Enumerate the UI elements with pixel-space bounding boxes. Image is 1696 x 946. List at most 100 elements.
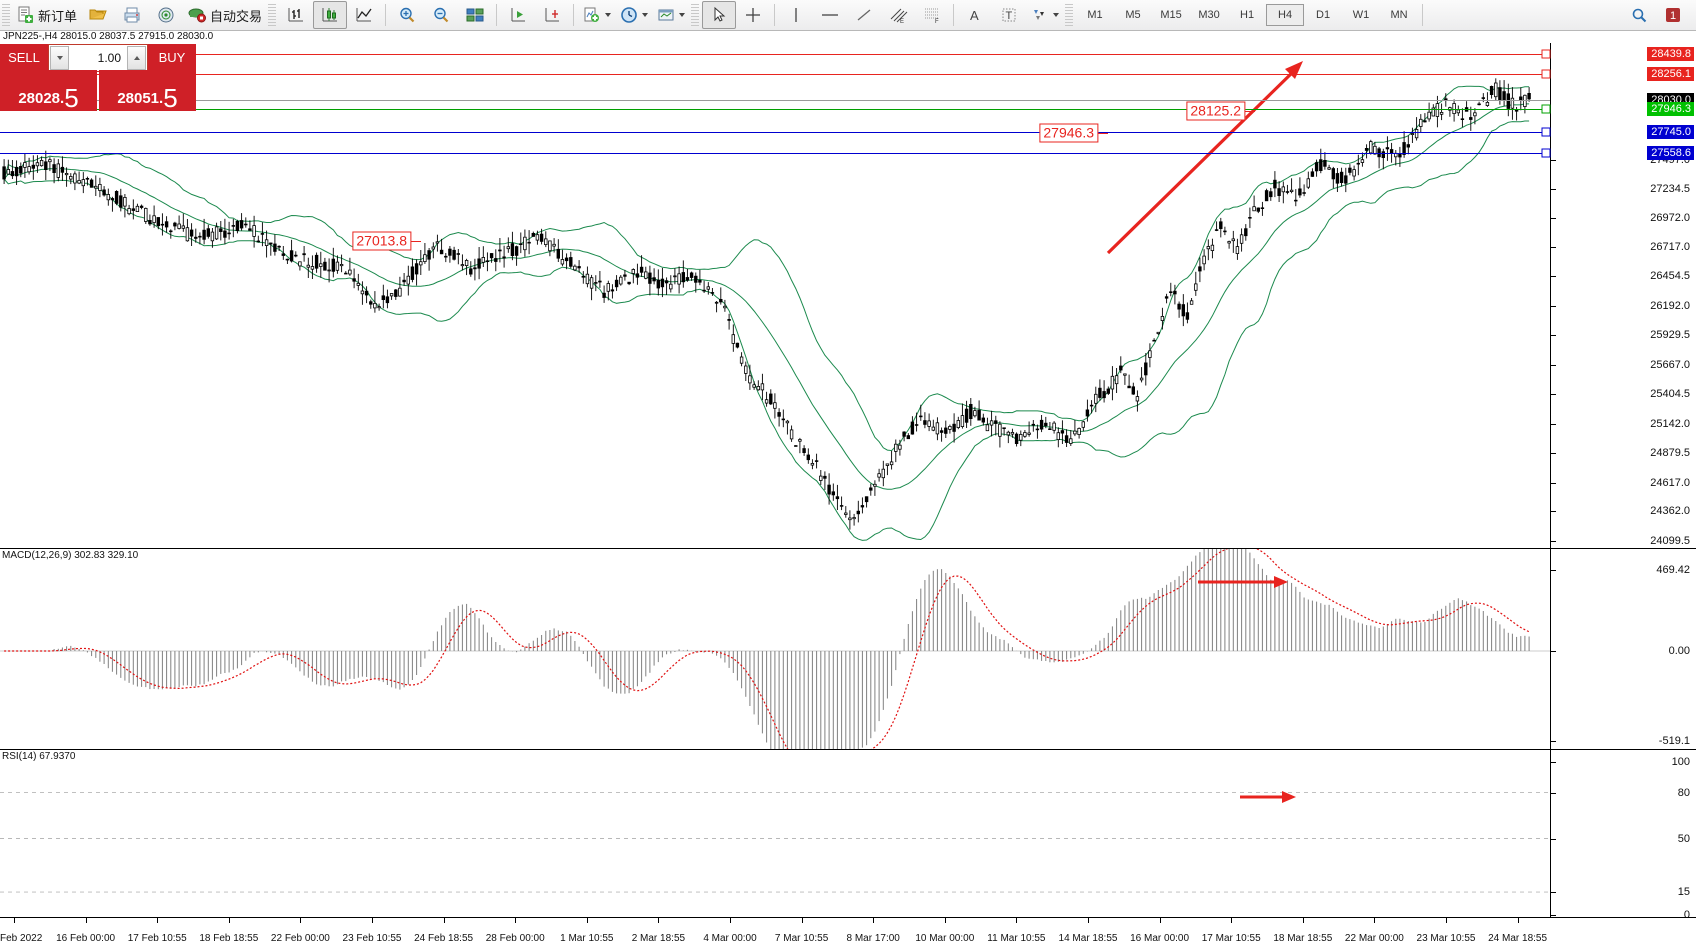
macd-pane[interactable]: MACD(12,26,9) 302.83 329.10 469.42 0.00 -5…	[0, 548, 1696, 751]
drawings-button[interactable]	[1026, 1, 1063, 29]
tag-27013-leader	[411, 241, 421, 242]
price-pane[interactable]: 27497.027234.526972.026717.026454.526192…	[0, 43, 1696, 549]
rsi-tick-label: 100	[1671, 756, 1690, 768]
symbol-info-bar: JPN225-,H4 28015.0 28037.5 27915.0 28030…	[3, 31, 214, 42]
fibonacci-button[interactable]: F	[915, 1, 949, 29]
trendline-icon	[857, 9, 871, 21]
level-handle-support-lower[interactable]	[1541, 148, 1551, 158]
macd-series-svg	[0, 549, 1550, 750]
period-button[interactable]	[615, 1, 652, 29]
buy-price-cell[interactable]: 28051 . 5	[99, 70, 196, 111]
crosshair-button[interactable]	[736, 1, 770, 29]
equidistant-channel-icon: E	[890, 8, 908, 24]
level-line-last-price[interactable]	[0, 99, 1550, 101]
server-connection-button[interactable]	[149, 1, 183, 29]
print-button[interactable]	[115, 1, 149, 29]
candlestick-chart-button[interactable]	[313, 1, 348, 29]
lot-increment-button[interactable]	[127, 46, 146, 70]
data-window-button[interactable]	[458, 1, 492, 29]
level-line-support-lower[interactable]	[0, 152, 1550, 154]
vertical-line-button[interactable]	[779, 1, 813, 29]
buy-price-separator: .	[159, 90, 164, 107]
notifications-button[interactable]: 1	[1656, 1, 1690, 29]
new-order-label: 新订单	[38, 8, 78, 24]
timeframe-w1[interactable]: W1	[1352, 9, 1370, 21]
timeframe-d1[interactable]: D1	[1316, 9, 1331, 21]
toolbar-grip-4[interactable]	[1065, 4, 1074, 26]
timeframe-m30[interactable]: M30	[1198, 9, 1220, 21]
buy-button[interactable]: BUY	[148, 44, 196, 70]
templates-button[interactable]	[652, 1, 689, 29]
level-handle-resistance-lower[interactable]	[1541, 69, 1551, 79]
level-handle-support-upper[interactable]	[1541, 127, 1551, 137]
sell-button[interactable]: SELL	[0, 44, 48, 70]
tag-28125[interactable]: 28125.2	[1186, 101, 1245, 121]
toolbar-separator-4	[774, 4, 776, 26]
timeframe-h1[interactable]: H1	[1240, 9, 1255, 21]
globe-icon	[158, 7, 174, 23]
price-tick-mark	[1551, 218, 1556, 220]
level-line-bid-line[interactable]	[0, 109, 1550, 111]
folder-button[interactable]	[81, 1, 115, 29]
toolbar-separator-2	[496, 4, 498, 26]
bar-chart-button[interactable]	[279, 1, 313, 29]
time-tick-label: Feb 2022	[0, 933, 43, 944]
timeframe-m5[interactable]: M5	[1125, 9, 1141, 21]
tag-27013[interactable]: 27013.8	[352, 231, 411, 251]
line-chart-button[interactable]	[347, 1, 381, 29]
timeframe-mn[interactable]: MN	[1390, 9, 1408, 21]
cursor-button[interactable]	[702, 1, 737, 29]
rsi-tick-label: 15	[1677, 886, 1690, 899]
level-handle-resistance-upper[interactable]	[1541, 49, 1551, 59]
chart-shift-button[interactable]	[501, 1, 535, 29]
auto-trading-label: 自动交易	[210, 8, 263, 24]
one-click-trading-panel[interactable]: SELL 1.00 BUY 28028 . 5 28051 . 5	[0, 44, 196, 111]
time-tick-mark	[372, 918, 373, 923]
chart-container[interactable]: 27497.027234.526972.026717.026454.526192…	[0, 43, 1696, 946]
price-tick-mark	[1551, 188, 1556, 190]
macd-signal-line	[4, 549, 1530, 750]
search-button[interactable]	[1622, 1, 1656, 29]
label-button[interactable]: T	[992, 1, 1026, 29]
level-line-resistance-lower[interactable]	[0, 74, 1550, 76]
rsi-tick-mark	[1551, 892, 1556, 894]
rsi-plot-area[interactable]	[0, 750, 1550, 919]
price-tick-mark	[1551, 364, 1556, 366]
rsi-title: RSI(14) 67.9370	[2, 751, 76, 762]
macd-plot-area[interactable]	[0, 549, 1550, 750]
toolbar-grip-3[interactable]	[691, 4, 700, 26]
printer-icon	[124, 7, 140, 23]
lot-decrement-button[interactable]	[50, 46, 69, 70]
level-line-support-upper[interactable]	[0, 131, 1550, 133]
time-tick-label: 16 Mar 00:00	[1130, 933, 1190, 944]
auto-scroll-button[interactable]	[535, 1, 569, 29]
toolbar-grip[interactable]	[2, 4, 10, 26]
text-button[interactable]: A	[958, 1, 992, 29]
price-plot-area[interactable]	[0, 43, 1550, 548]
timeframe-m1[interactable]: M1	[1087, 9, 1103, 21]
new-order-button[interactable]: 新订单	[13, 1, 81, 29]
zoom-in-button[interactable]	[390, 1, 424, 29]
timeframe-h4[interactable]: H4	[1266, 4, 1305, 26]
level-handle-bid-line[interactable]	[1541, 104, 1551, 114]
time-tick-label: 18 Feb 18:55	[199, 933, 259, 944]
trendline-button[interactable]	[847, 1, 881, 29]
horizontal-line-button[interactable]	[813, 1, 847, 29]
toolbar-grip-2[interactable]	[268, 4, 277, 26]
level-line-resistance-upper[interactable]	[0, 53, 1550, 55]
price-tick-label: 24879.5	[1650, 447, 1690, 460]
equidistant-channel-button[interactable]: E	[881, 1, 915, 29]
timeframe-m15[interactable]: M15	[1160, 9, 1182, 21]
price-tick-mark	[1551, 453, 1556, 455]
rsi-pane[interactable]: RSI(14) 67.9370 100 80 50 15 0	[0, 749, 1696, 919]
sell-price-cell[interactable]: 28028 . 5	[0, 70, 97, 111]
auto-trading-button[interactable]: 自动交易	[183, 1, 266, 29]
lot-size-input[interactable]: 1.00	[48, 44, 148, 72]
indicators-button[interactable]	[578, 1, 615, 29]
price-tick-label: 25929.5	[1650, 329, 1690, 342]
zoom-out-button[interactable]	[424, 1, 458, 29]
time-tick-mark	[300, 918, 302, 923]
tag-27946[interactable]: 27946.3	[1039, 123, 1098, 143]
price-tick-mark	[1551, 247, 1556, 249]
time-tick-label: 23 Mar 10:55	[1416, 933, 1476, 944]
